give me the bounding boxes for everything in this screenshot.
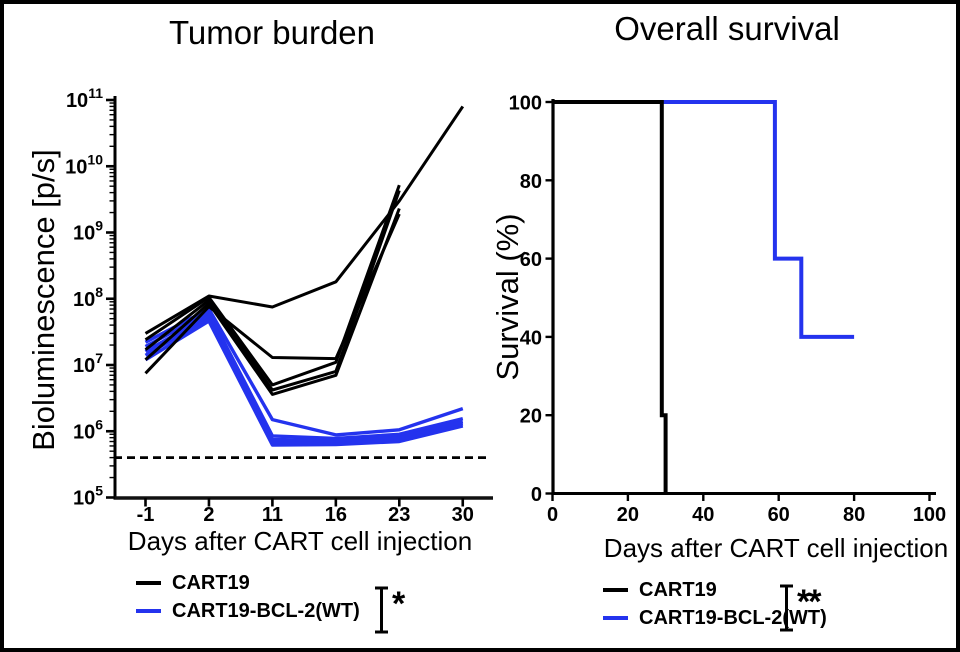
survival-x-tick-label: 60 (768, 504, 790, 526)
survival-x-tick-label: 0 (547, 504, 558, 526)
legend-label: CART19 (172, 571, 250, 594)
survival-chart: 0 20 40 60 80 100 0 20 40 60 80 100 (509, 93, 947, 527)
error-bar-bracket-icon (780, 584, 793, 632)
tumor-y-ticks: 105 106 107 108 109 1010 1011 (65, 85, 115, 510)
error-bar-bracket-icon (375, 586, 388, 634)
survival-x-axis-label: Days after CART cell injection (603, 533, 949, 563)
significance-stars: ** (797, 583, 822, 621)
cart19-color-swatch (603, 588, 628, 592)
tumor-x-tick-label: 23 (388, 504, 410, 526)
survival-series-cart19-bcl-2-wt (552, 100, 855, 339)
tumor-y-tick-label: 1010 (65, 151, 103, 178)
cart19-color-swatch (136, 581, 161, 585)
tumor-y-tick-label: 108 (73, 284, 103, 311)
tumor-significance-marker: * (372, 584, 405, 636)
tumor-y-tick-label: 1011 (66, 85, 103, 112)
tumor-series-cart19-2 (144, 184, 401, 387)
legend-label: CART19-BCL-2(WT) (639, 606, 827, 629)
tumor-series-cart19-4 (144, 207, 401, 396)
survival-x-tick-label: 40 (692, 504, 714, 526)
tumor-chart: 105 106 107 108 109 1010 1011 -1 2 11 16 23 30 (65, 85, 493, 526)
survival-x-tick-label: 100 (913, 504, 946, 526)
tumor-y-tick-label: 107 (73, 350, 103, 377)
tumor-y-tick-label: 106 (73, 416, 103, 443)
tumor-x-ticks: -1 2 11 16 23 30 (137, 498, 474, 526)
tumor-y-minor-ticks (109, 102, 115, 479)
survival-chart-title: Overall survival (614, 10, 840, 47)
survival-x-ticks: 0 20 40 60 80 100 (547, 493, 946, 526)
tumor-series-cart19-bcl-2-wt-3 (144, 313, 464, 443)
legend-item-cart19: CART19 (603, 576, 827, 604)
tumor-series-cart19-1 (144, 105, 465, 335)
tumor-legend: CART19 CART19-BCL-2(WT) (136, 569, 360, 625)
tumor-y-axis-label: Bioluminescence [p/s] (26, 149, 61, 451)
survival-y-tick-label: 0 (531, 484, 542, 506)
survival-significance-marker: ** (777, 582, 822, 634)
survival-y-tick-label: 60 (520, 249, 542, 271)
survival-y-tick-label: 20 (520, 406, 542, 428)
legend-item-cart19: CART19 (136, 569, 360, 597)
legend-label: CART19 (639, 578, 717, 601)
tumor-series-cart19-bcl-2-wt-5 (144, 319, 464, 447)
survival-x-tick-label: 80 (843, 504, 865, 526)
survival-y-axis-label: Survival (%) (490, 213, 525, 381)
survival-y-tick-label: 80 (520, 171, 542, 193)
survival-y-tick-label: 100 (509, 93, 542, 115)
survival-y-tick-label: 40 (520, 327, 542, 349)
legend-item-cart19-bcl2: CART19-BCL-2(WT) (136, 597, 360, 625)
legend-label: CART19-BCL-2(WT) (172, 599, 360, 622)
tumor-x-tick-label: 16 (325, 504, 347, 526)
tumor-chart-title: Tumor burden (168, 14, 376, 51)
tumor-x-tick-label: 2 (203, 504, 214, 526)
survival-legend: CART19 CART19-BCL-2(WT) (603, 576, 827, 632)
survival-series-cart19 (552, 100, 668, 494)
tumor-y-tick-label: 105 (73, 483, 103, 510)
cart19-bcl2-color-swatch (136, 609, 161, 613)
tumor-x-axis-label: Days after CART cell injection (127, 526, 473, 556)
survival-x-tick-label: 20 (617, 504, 639, 526)
significance-stars: * (392, 585, 405, 623)
tumor-series-cart19-bcl-2-wt-4 (144, 316, 464, 445)
cart19-bcl2-color-swatch (603, 616, 628, 620)
tumor-x-tick-label: 30 (452, 504, 474, 526)
survival-y-ticks: 0 20 40 60 80 100 (509, 93, 553, 506)
legend-item-cart19-bcl2: CART19-BCL-2(WT) (603, 604, 827, 632)
tumor-y-tick-label: 109 (73, 218, 103, 245)
tumor-x-tick-label: 11 (262, 504, 283, 526)
tumor-x-tick-label: -1 (137, 504, 155, 526)
tumor-series-cart19-3 (144, 190, 401, 392)
